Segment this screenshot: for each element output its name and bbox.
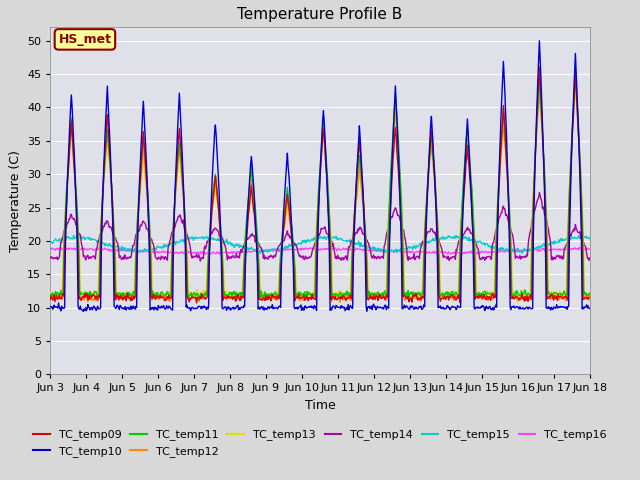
TC_temp13 [586,293,593,299]
TC_temp14 [536,190,543,195]
Line: TC_temp16: TC_temp16 [51,247,589,254]
TC_temp14 [47,255,54,261]
TC_temp10 [47,303,54,309]
TC_temp12 [336,299,344,305]
TC_temp15 [47,240,54,246]
TC_temp16 [56,245,64,251]
TC_temp13 [56,293,64,299]
Line: TC_temp12: TC_temp12 [51,84,589,302]
TC_temp10 [56,305,64,311]
TC_temp09 [586,295,593,300]
TC_temp09 [56,296,64,301]
TC_temp15 [167,240,175,245]
Text: HS_met: HS_met [58,33,111,46]
TC_temp14 [112,235,120,241]
TC_temp13 [47,289,54,295]
TC_temp09 [112,297,120,302]
Line: TC_temp11: TC_temp11 [51,71,589,300]
TC_temp14 [402,241,410,247]
TC_temp10 [402,304,410,310]
TC_temp12 [572,81,579,87]
TC_temp11 [56,292,64,298]
TC_temp13 [112,260,120,266]
TC_temp10 [536,38,543,44]
TC_temp11 [195,298,203,303]
TC_temp09 [387,213,394,219]
TC_temp11 [572,68,579,73]
TC_temp09 [196,295,204,301]
TC_temp14 [166,237,174,242]
TC_temp14 [387,218,394,224]
TC_temp12 [387,191,394,197]
TC_temp13 [402,292,410,298]
TC_temp09 [193,300,200,306]
TC_temp11 [196,293,204,299]
TC_temp13 [387,183,394,189]
TC_temp15 [257,251,264,256]
TC_temp11 [586,290,593,296]
TC_temp15 [70,232,77,238]
TC_temp12 [56,296,64,301]
TC_temp16 [112,247,120,253]
TC_temp15 [586,236,593,241]
TC_temp11 [387,183,394,189]
Line: TC_temp13: TC_temp13 [51,86,589,299]
TC_temp15 [113,243,120,249]
TC_temp10 [167,306,175,312]
TC_temp15 [403,246,410,252]
TC_temp09 [166,295,174,300]
TC_temp10 [387,217,394,223]
TC_temp12 [402,293,410,299]
TC_temp13 [572,83,579,89]
TC_temp15 [387,247,395,253]
TC_temp12 [47,297,54,303]
Line: TC_temp14: TC_temp14 [51,192,589,261]
TC_temp11 [166,292,174,298]
TC_temp16 [195,250,203,256]
TC_temp16 [387,248,395,254]
Line: TC_temp09: TC_temp09 [51,67,589,303]
X-axis label: Time: Time [305,399,335,412]
TC_temp16 [47,246,54,252]
TC_temp11 [402,290,410,296]
TC_temp10 [196,303,204,309]
TC_temp10 [586,306,593,312]
TC_temp14 [196,258,204,264]
TC_temp12 [166,294,174,300]
TC_temp15 [56,238,64,244]
TC_temp14 [56,246,64,252]
Line: TC_temp10: TC_temp10 [51,41,589,312]
TC_temp16 [166,250,174,255]
TC_temp13 [167,261,175,266]
TC_temp16 [202,252,209,257]
Y-axis label: Temperature (C): Temperature (C) [8,150,22,252]
TC_temp16 [328,244,335,250]
TC_temp10 [113,305,120,311]
TC_temp16 [403,249,410,254]
TC_temp14 [586,255,593,261]
TC_temp09 [536,64,543,70]
TC_temp12 [586,297,593,302]
TC_temp10 [79,309,87,314]
TC_temp11 [47,294,54,300]
TC_temp13 [196,292,204,298]
TC_temp09 [47,297,54,302]
TC_temp14 [195,252,203,258]
TC_temp12 [195,298,203,304]
Line: TC_temp15: TC_temp15 [51,235,589,253]
TC_temp09 [402,295,410,300]
TC_temp16 [586,246,593,252]
Title: Temperature Profile B: Temperature Profile B [237,7,403,22]
Legend: TC_temp09, TC_temp10, TC_temp11, TC_temp12, TC_temp13, TC_temp14, TC_temp15, TC_: TC_temp09, TC_temp10, TC_temp11, TC_temp… [29,425,611,461]
TC_temp13 [149,296,157,301]
TC_temp12 [112,293,120,299]
TC_temp15 [196,235,204,240]
TC_temp11 [112,295,120,300]
